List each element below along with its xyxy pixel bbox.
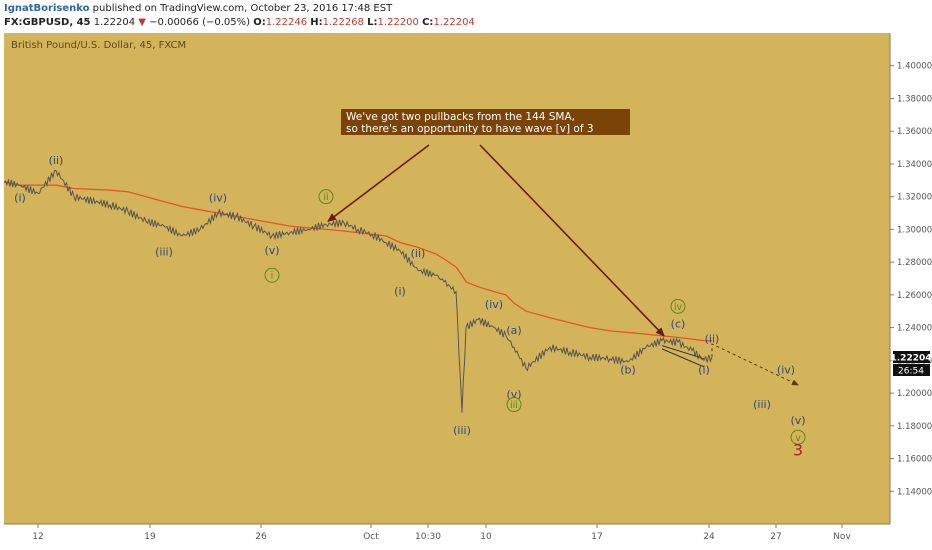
price-tag-bg (893, 351, 930, 363)
wave-label: (v) (264, 244, 279, 257)
x-tick-label: Oct (363, 532, 379, 542)
x-tick-label: 27 (770, 532, 781, 542)
author-name[interactable]: IgnatBorisenko (4, 3, 90, 14)
y-tick-label: 1.18000 (897, 422, 932, 432)
y-tick-label: 1.26000 (897, 291, 932, 301)
sma-144-line (3, 181, 712, 342)
y-tick-label: 1.30000 (897, 225, 932, 235)
open-label: O: (253, 17, 266, 28)
wave-label: (iii) (155, 246, 173, 259)
wave-3-label: 3 (793, 440, 803, 459)
wave-circle-text: ii (323, 192, 328, 203)
wave-label: (iv) (209, 192, 227, 205)
wave-label: (c) (671, 318, 686, 331)
y-tick-label: 1.34000 (897, 160, 932, 170)
x-tick-label: 12 (32, 532, 43, 542)
wave-circle-text: iv (674, 302, 683, 313)
y-tick-label: 1.40000 (897, 62, 932, 72)
x-tick-label: 24 (703, 532, 715, 542)
projection-path (711, 343, 799, 386)
wedge-upper-line (661, 345, 705, 360)
close-value: 1.22204 (433, 17, 475, 28)
callout-arrow-left (327, 144, 430, 222)
close-label: C: (422, 17, 434, 28)
wave-circle (506, 397, 522, 413)
y-tick-label: 1.14000 (897, 487, 932, 497)
wave-circle-text: i (271, 271, 274, 282)
x-tick-label: 10:30 (415, 532, 441, 542)
price-change: −0.00066 (−0.05%) (149, 17, 251, 28)
y-tick-label: 1.36000 (897, 127, 932, 137)
wave-label: (iii) (753, 398, 771, 411)
x-tick-label: 10 (480, 532, 492, 542)
y-tick-label: 1.16000 (897, 455, 932, 465)
wave-label: (iv) (485, 298, 503, 311)
time-tag-text: 26:54 (898, 367, 924, 377)
down-triangle-icon: ▼ (138, 17, 146, 28)
wave-label: (a) (506, 324, 521, 337)
wave-label: (i) (394, 285, 406, 298)
circle-wave-label: i (264, 267, 280, 283)
gbpusd-price-line (3, 169, 713, 413)
y-tick-label: 1.38000 (897, 94, 932, 104)
wave-label: (iv) (777, 363, 795, 376)
published-text: published on TradingView.com, October 23… (89, 3, 393, 14)
x-tick-label: 19 (144, 532, 156, 542)
y-tick-label: 1.24000 (897, 324, 932, 334)
wave-label: (i) (698, 363, 710, 376)
callout-line-1: We've got two pullbacks from the 144 SMA… (346, 111, 575, 123)
price-axis[interactable]: 1.140001.160001.180001.200001.220001.240… (890, 62, 932, 498)
wave-circle-text: iii (510, 400, 518, 411)
callout-box: We've got two pullbacks from the 144 SMA… (341, 109, 630, 135)
callout-arrow-right (479, 144, 665, 337)
wave-circle (318, 189, 334, 205)
wave-label: (i) (14, 192, 26, 205)
x-tick-label: Nov (833, 532, 851, 542)
low-label: L: (367, 17, 378, 28)
y-tick-label: 1.20000 (897, 389, 932, 399)
circle-wave-label: iv (670, 298, 686, 314)
wedge-lower-line (661, 348, 705, 368)
wave-label: (v) (790, 414, 805, 427)
wave-label: (v) (506, 388, 521, 401)
ohlc-line: FX:GBPUSD, 45 1.22204 ▼ −0.00066 (−0.05%… (4, 17, 475, 28)
publisher-line: IgnatBorisenko published on TradingView.… (4, 3, 392, 14)
wave-labels: (i) (ii) (iii) (iv) (v) (ii) (i) (iv) (iii) (a) (v… (14, 154, 805, 437)
low-value: 1.22200 (377, 17, 419, 28)
symbol-label: FX:GBPUSD, 45 (4, 17, 91, 28)
wave-label: (b) (620, 363, 636, 376)
price-tag-text: 1.22204 (891, 354, 932, 364)
circle-wave-label: ii (318, 189, 334, 205)
wave-label: (ii) (705, 332, 720, 345)
high-value: 1.22268 (322, 17, 364, 28)
wave-label: (ii) (411, 247, 426, 260)
wave-circle (264, 267, 280, 283)
wave-circle (670, 298, 686, 314)
callout-line-2: so there's an opportunity to have wave [… (346, 123, 594, 135)
callout-background (341, 109, 630, 135)
wave-circle-text: v (795, 433, 801, 444)
circle-wave-label: iii (506, 397, 522, 413)
circle-wave-label: v (790, 429, 806, 445)
last-price-tag: 1.22204 26:54 (891, 351, 932, 377)
time-axis[interactable]: 12 19 26 Oct 10:30 10 17 24 27 Nov (32, 524, 851, 542)
y-tick-label: 1.28000 (897, 258, 932, 268)
open-value: 1.22246 (265, 17, 308, 28)
last-price: 1.22204 (93, 17, 136, 28)
high-label: H: (310, 17, 323, 28)
wave-label: (iii) (453, 424, 471, 437)
chart-title: British Pound/U.S. Dollar, 45, FXCM (11, 40, 186, 51)
wave-label: (ii) (49, 154, 64, 167)
time-tag-bg (893, 364, 930, 376)
x-tick-label: 17 (591, 532, 602, 542)
y-tick-label: 1.32000 (897, 193, 932, 203)
x-tick-label: 26 (255, 532, 267, 542)
plot-area[interactable] (4, 33, 890, 524)
wave-circle (790, 429, 806, 445)
